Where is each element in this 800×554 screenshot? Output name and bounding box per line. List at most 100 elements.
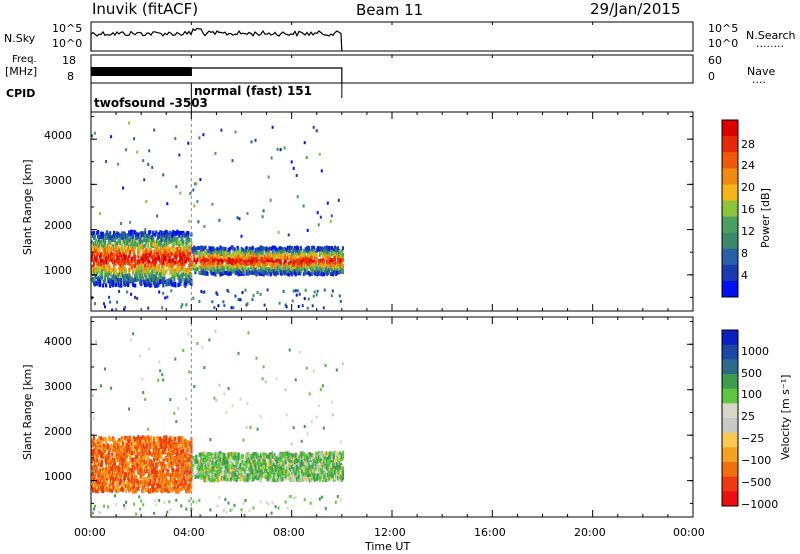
echo-cell bbox=[161, 488, 164, 493]
echo-cell bbox=[149, 279, 152, 284]
echo-cell bbox=[129, 474, 132, 478]
echo-cell bbox=[292, 263, 295, 267]
echo-cell bbox=[172, 247, 175, 252]
echo-cell bbox=[157, 440, 160, 445]
echo-cell bbox=[327, 268, 330, 273]
echo-cell bbox=[107, 505, 110, 509]
echo-cell bbox=[113, 230, 116, 235]
echo-cell bbox=[196, 200, 199, 203]
echo-cell bbox=[170, 276, 173, 281]
data-layer bbox=[90, 27, 738, 518]
echo-cell bbox=[175, 420, 178, 424]
echo-cell bbox=[97, 234, 100, 239]
echo-cell bbox=[207, 451, 210, 456]
echo-cell bbox=[269, 262, 272, 266]
echo-cell bbox=[250, 474, 253, 479]
echo-cell bbox=[193, 254, 196, 259]
echo-cell bbox=[243, 514, 246, 518]
echo-cell bbox=[226, 460, 229, 465]
echo-cell bbox=[228, 247, 231, 252]
echo-cell bbox=[257, 249, 260, 254]
echo-cell bbox=[221, 271, 224, 276]
echo-cell bbox=[214, 329, 217, 333]
echo-cell bbox=[290, 160, 293, 164]
echo-cell bbox=[137, 251, 140, 256]
echo-cell bbox=[327, 250, 330, 255]
echo-cell bbox=[141, 256, 144, 261]
echo-cell bbox=[322, 272, 325, 277]
echo-cell bbox=[155, 441, 158, 446]
echo-cell bbox=[96, 465, 99, 470]
echo-cell bbox=[256, 453, 259, 458]
echo-cell bbox=[117, 280, 120, 285]
echo-cell bbox=[175, 445, 178, 450]
echo-cell bbox=[107, 448, 110, 453]
echo-cell bbox=[237, 452, 240, 457]
echo-cell bbox=[137, 486, 140, 491]
echo-cell bbox=[108, 470, 111, 475]
echo-cell bbox=[217, 250, 220, 255]
echo-cell bbox=[202, 247, 205, 252]
echo-cell bbox=[170, 457, 173, 462]
echo-cell bbox=[133, 249, 136, 254]
echo-cell bbox=[104, 449, 107, 454]
echo-cell bbox=[172, 245, 175, 249]
echo-cell bbox=[185, 397, 188, 401]
echo-cell bbox=[166, 202, 169, 206]
echo-cell bbox=[129, 435, 132, 440]
echo-cell bbox=[331, 289, 334, 293]
echo-cell bbox=[131, 448, 134, 453]
echo-cell bbox=[157, 488, 160, 493]
echo-cell bbox=[115, 279, 118, 284]
echo-cell bbox=[165, 485, 168, 490]
echo-cell bbox=[161, 474, 164, 479]
echo-cell bbox=[130, 338, 133, 342]
echo-cell bbox=[217, 455, 220, 460]
echo-cell bbox=[118, 451, 121, 456]
echo-cell bbox=[309, 257, 312, 262]
echo-cell bbox=[216, 474, 219, 479]
echo-cell bbox=[189, 460, 192, 465]
echo-cell bbox=[96, 252, 99, 256]
echo-cell bbox=[109, 300, 112, 304]
power-colorbar-seg bbox=[722, 184, 738, 201]
echo-cell bbox=[187, 458, 190, 463]
echo-cell bbox=[307, 246, 310, 251]
echo-cell bbox=[322, 260, 325, 265]
echo-cell bbox=[267, 175, 270, 179]
echo-cell bbox=[112, 279, 115, 284]
echo-cell bbox=[92, 511, 94, 515]
echo-cell bbox=[237, 271, 240, 276]
echo-cell bbox=[239, 463, 242, 468]
echo-cell bbox=[206, 476, 209, 481]
echo-cell bbox=[151, 477, 154, 482]
echo-cell bbox=[299, 254, 302, 259]
echo-cell bbox=[218, 383, 221, 387]
echo-cell bbox=[252, 294, 255, 298]
echo-cell bbox=[125, 269, 128, 274]
echo-cell bbox=[159, 483, 162, 488]
echo-cell bbox=[218, 218, 221, 222]
echo-cell bbox=[251, 245, 254, 250]
echo-cell bbox=[251, 298, 254, 302]
echo-cell bbox=[167, 489, 170, 493]
echo-cell bbox=[192, 500, 195, 504]
echo-cell bbox=[128, 407, 131, 411]
echo-cell bbox=[98, 435, 101, 440]
echo-cell bbox=[259, 414, 262, 418]
echo-cell bbox=[123, 247, 126, 252]
echo-cell bbox=[173, 250, 176, 255]
echo-cell bbox=[291, 255, 294, 260]
echo-cell bbox=[181, 273, 184, 278]
echo-cell bbox=[168, 441, 171, 445]
echo-cell bbox=[178, 266, 181, 271]
echo-cell bbox=[137, 459, 140, 463]
echo-cell bbox=[177, 240, 180, 245]
echo-cell bbox=[142, 247, 145, 252]
echo-cell bbox=[112, 234, 115, 239]
echo-cell bbox=[132, 332, 135, 336]
echo-cell bbox=[209, 254, 212, 259]
echo-cell bbox=[94, 302, 96, 306]
echo-cell bbox=[162, 450, 165, 455]
velocity-colorbar-seg bbox=[722, 418, 738, 434]
